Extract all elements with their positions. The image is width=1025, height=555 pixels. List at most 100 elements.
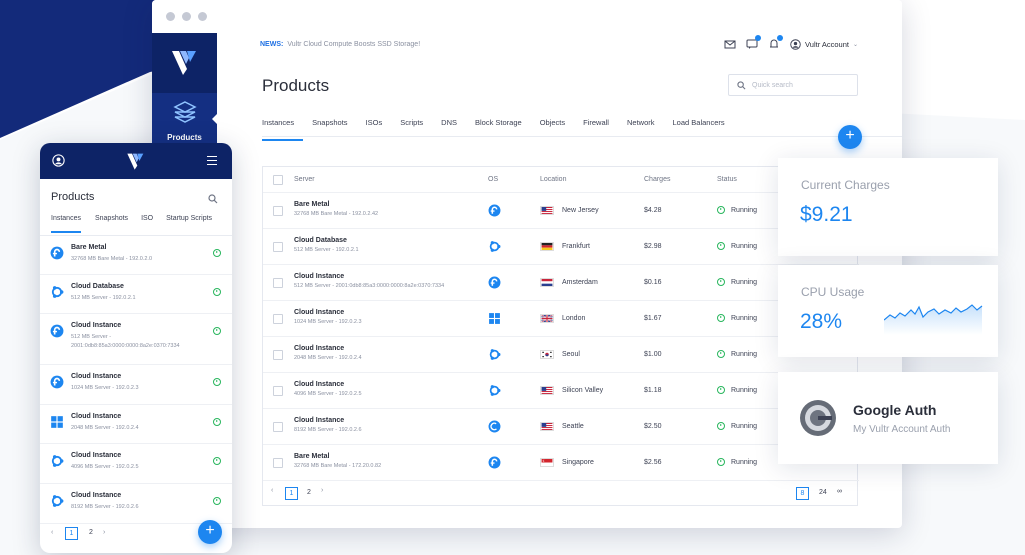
per-page-24-button[interactable]: 24 [819, 489, 827, 496]
tab-snapshots[interactable]: Snapshots [94, 215, 129, 222]
select-all-checkbox[interactable] [273, 175, 283, 185]
row-checkbox[interactable] [273, 242, 283, 252]
tab-scripts[interactable]: Scripts [400, 118, 424, 127]
table-row[interactable]: Bare Metal 32768 MB Bare Metal - 192.0.2… [263, 193, 859, 229]
column-header-status[interactable]: Status [717, 176, 737, 183]
list-item[interactable]: Bare Metal 32768 MB Bare Metal - 192.0.2… [40, 236, 232, 275]
bell-icon[interactable] [768, 35, 784, 50]
location-cell: Seattle [540, 422, 584, 431]
fedora-icon [488, 276, 501, 289]
window-dot-icon[interactable] [166, 12, 175, 21]
page-2-button[interactable]: 2 [89, 529, 93, 536]
row-checkbox[interactable] [273, 206, 283, 216]
tab-instances[interactable]: Instances [51, 215, 81, 233]
sidebar-item-products[interactable]: Products [152, 93, 217, 148]
search-icon[interactable] [208, 194, 218, 204]
user-icon[interactable] [52, 154, 65, 167]
charges-cell: $2.98 [644, 243, 662, 250]
server-name[interactable]: Cloud Database [294, 237, 347, 244]
list-item[interactable]: Cloud Instance 8192 MB Server - 192.0.2.… [40, 484, 232, 524]
vultr-logo-icon[interactable] [126, 151, 146, 171]
server-name[interactable]: Cloud Instance [294, 273, 345, 280]
us-flag-icon [540, 422, 554, 431]
list-item[interactable]: Cloud Instance 4096 MB Server - 192.0.2.… [40, 444, 232, 484]
column-header-server[interactable]: Server [294, 176, 315, 183]
mail-icon[interactable] [724, 38, 736, 50]
table-row[interactable]: Cloud Instance 4096 MB Server - 192.0.2.… [263, 373, 859, 409]
tab-load-balancers[interactable]: Load Balancers [672, 118, 725, 127]
table-row[interactable]: Cloud Instance 512 MB Server - 2001:0db8… [263, 265, 859, 301]
tab-startup-scripts[interactable]: Startup Scripts [166, 215, 213, 222]
list-item[interactable]: Cloud Database 512 MB Server - 192.0.2.1 [40, 275, 232, 314]
table-row[interactable]: Cloud Database 512 MB Server - 192.0.2.1… [263, 229, 859, 265]
location-name: Singapore [562, 459, 594, 466]
tab-iso[interactable]: ISO [141, 215, 154, 222]
list-item[interactable]: Cloud Instance 1024 MB Server - 192.0.2.… [40, 365, 232, 405]
status-text: Running [731, 422, 758, 430]
table-row[interactable]: Cloud Instance 1024 MB Server - 192.0.2.… [263, 301, 859, 337]
sidebar-item-label: Products [167, 133, 202, 142]
status-text: Running [731, 278, 758, 286]
tab-instances[interactable]: Instances [262, 118, 304, 141]
user-icon [790, 38, 801, 50]
news-banner[interactable]: NEWS: Vultr Cloud Compute Boosts SSD Stor… [260, 41, 420, 48]
row-checkbox[interactable] [273, 278, 283, 288]
list-item[interactable]: Cloud Instance 512 MB Server - 2001:0db8… [40, 314, 232, 365]
tab-objects[interactable]: Objects [539, 118, 566, 127]
tab-block-storage[interactable]: Block Storage [475, 118, 522, 127]
fedora-icon [488, 204, 501, 217]
prev-page-icon[interactable]: ‹ [51, 529, 54, 536]
us-flag-icon [540, 206, 554, 215]
table-row[interactable]: Cloud Instance 2048 MB Server - 192.0.2.… [263, 337, 859, 373]
tab-dns[interactable]: DNS [441, 118, 457, 127]
tab-firewall[interactable]: Firewall [583, 118, 609, 127]
page-2-button[interactable]: 2 [307, 489, 311, 496]
table-row[interactable]: Cloud Instance 8192 MB Server - 192.0.2.… [263, 409, 859, 445]
location-name: London [562, 315, 586, 322]
search-input[interactable]: Quick search [728, 74, 858, 96]
server-name[interactable]: Bare Metal [294, 453, 330, 460]
add-button[interactable]: + [838, 125, 862, 149]
charges-cell: $1.00 [644, 351, 662, 358]
server-details: 512 MB Server - 192.0.2.1 [294, 247, 359, 253]
per-page-8-button[interactable]: 8 [796, 487, 809, 500]
server-name[interactable]: Cloud Instance [294, 345, 345, 352]
menu-icon[interactable] [206, 155, 218, 166]
chat-icon[interactable] [746, 35, 762, 50]
column-header-location[interactable]: Location [540, 176, 567, 183]
server-name[interactable]: Bare Metal [294, 201, 330, 208]
tab-snapshots[interactable]: Snapshots [312, 118, 348, 127]
next-page-icon[interactable]: › [103, 529, 106, 536]
row-checkbox[interactable] [273, 350, 283, 360]
status-text: Running [731, 206, 758, 214]
os-cell [50, 246, 64, 265]
next-page-icon[interactable]: › [321, 487, 324, 494]
location-name: Seattle [562, 423, 584, 430]
server-name[interactable]: Cloud Instance [294, 381, 345, 388]
page-1-button[interactable]: 1 [285, 487, 298, 500]
prev-page-icon[interactable]: ‹ [271, 487, 274, 494]
window-dot-icon[interactable] [198, 12, 207, 21]
google-auth-card[interactable]: Google Auth My Vultr Account Auth [778, 372, 998, 464]
column-header-os[interactable]: OS [488, 176, 499, 183]
row-checkbox[interactable] [273, 386, 283, 396]
row-checkbox[interactable] [273, 422, 283, 432]
tab-network[interactable]: Network [626, 118, 655, 127]
vultr-logo-icon[interactable] [170, 47, 200, 77]
server-name[interactable]: Cloud Instance [294, 309, 345, 316]
tab-isos[interactable]: ISOs [365, 118, 383, 127]
row-checkbox[interactable] [273, 458, 283, 468]
server-name: Cloud Instance [71, 322, 122, 329]
window-dot-icon[interactable] [182, 12, 191, 21]
server-name[interactable]: Cloud Instance [294, 417, 345, 424]
status-cell: Running [717, 386, 757, 394]
list-item[interactable]: Cloud Instance 2048 MB Server - 192.0.2.… [40, 405, 232, 444]
running-icon [717, 242, 725, 250]
per-page-all-button[interactable]: ∞ [837, 488, 842, 495]
page-1-button[interactable]: 1 [65, 527, 78, 540]
account-menu[interactable]: Vultr Account ⌄ [790, 38, 858, 50]
column-header-charges[interactable]: Charges [644, 176, 671, 183]
row-checkbox[interactable] [273, 314, 283, 324]
table-row[interactable]: Bare Metal 32768 MB Bare Metal - 172.20.… [263, 445, 859, 481]
add-button[interactable]: + [198, 520, 222, 544]
